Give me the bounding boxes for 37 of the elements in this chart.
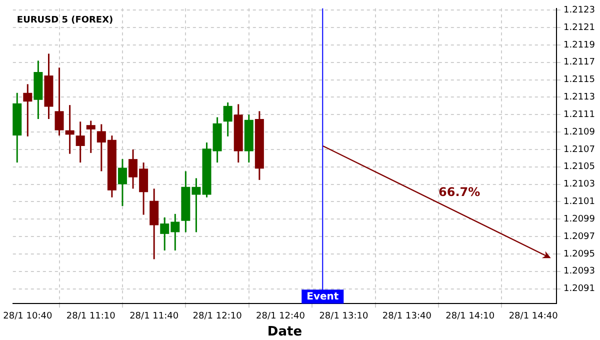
text: EURUSD 5 (FOREX) <box>16 16 114 26</box>
y-tick-label: 1.2121 <box>564 22 596 33</box>
y-tick-label: 1.2103 <box>564 180 596 190</box>
y-tick-label: 1.2101 <box>564 197 596 208</box>
y-tick-label: 1.2107 <box>564 144 596 155</box>
candlestick <box>54 66 64 136</box>
candlestick <box>23 83 32 138</box>
x-tick-label: 28/1 13:10 <box>319 311 368 322</box>
x-axis-title: Date <box>267 324 302 340</box>
ref-line-label: Event <box>306 292 339 303</box>
y-tick-label: 1.2123 <box>564 5 596 16</box>
candlestick <box>86 120 96 154</box>
y-tick-label: 1.2117 <box>564 58 596 68</box>
x-tick-label: 28/1 11:10 <box>66 311 116 322</box>
y-tick-label: 1.2113 <box>564 92 596 103</box>
x-tick-label: 28/1 13:40 <box>382 311 432 322</box>
y-tick-label: 1.2115 <box>564 75 596 86</box>
y-tick-label: 1.2099 <box>564 214 596 224</box>
y-tick-label: 1.2093 <box>564 266 596 277</box>
y-tick-label: 1.2109 <box>564 127 596 138</box>
y-tick-label: 1.2097 <box>564 232 596 242</box>
x-tick-label: 28/1 12:10 <box>192 311 242 322</box>
candlestick <box>118 158 127 207</box>
y-tick-label: 1.2111 <box>564 110 596 120</box>
x-tick-label: 28/1 10:40 <box>3 311 52 322</box>
y-tick-label: 1.2105 <box>564 162 596 172</box>
annotation: 66.7% <box>438 185 480 200</box>
x-tick-label: 28/1 11:40 <box>130 311 179 322</box>
candlestick <box>223 102 232 138</box>
y-tick-label: 1.2091 <box>564 284 596 294</box>
x-tick-label: 28/1 12:40 <box>256 311 306 322</box>
y-tick-label: 1.2119 <box>564 40 596 50</box>
x-tick-label: 28/1 14:40 <box>508 311 558 322</box>
candlestick <box>65 104 74 155</box>
x-tick-label: 28/1 14:10 <box>446 311 495 322</box>
y-tick-label: 1.2095 <box>564 249 596 260</box>
candlestick <box>76 120 85 164</box>
